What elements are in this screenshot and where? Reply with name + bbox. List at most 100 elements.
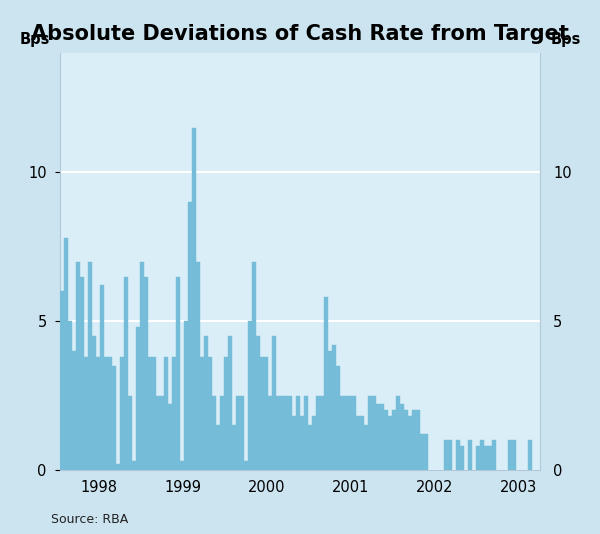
Bar: [324, 297, 328, 470]
Bar: [133, 461, 136, 470]
Bar: [248, 321, 252, 470]
Bar: [252, 262, 256, 470]
Bar: [396, 396, 400, 470]
Bar: [296, 396, 300, 470]
Bar: [392, 411, 396, 470]
Bar: [352, 396, 356, 470]
Bar: [244, 461, 248, 470]
Bar: [196, 262, 200, 470]
Bar: [260, 357, 264, 470]
Bar: [448, 440, 452, 470]
Bar: [340, 396, 344, 470]
Bar: [112, 366, 116, 470]
Bar: [288, 396, 292, 470]
Bar: [512, 440, 515, 470]
Bar: [172, 357, 176, 470]
Bar: [68, 321, 72, 470]
Bar: [420, 434, 424, 470]
Bar: [200, 357, 204, 470]
Bar: [208, 357, 212, 470]
Bar: [300, 417, 304, 470]
Bar: [176, 277, 180, 470]
Bar: [160, 396, 164, 470]
Bar: [88, 262, 92, 470]
Bar: [204, 336, 208, 470]
Bar: [460, 446, 464, 470]
Bar: [404, 411, 408, 470]
Bar: [456, 440, 460, 470]
Bar: [344, 396, 348, 470]
Bar: [240, 396, 244, 470]
Bar: [384, 411, 388, 470]
Bar: [220, 396, 224, 470]
Bar: [276, 396, 280, 470]
Bar: [216, 425, 220, 470]
Bar: [61, 292, 64, 470]
Bar: [124, 277, 128, 470]
Bar: [148, 357, 152, 470]
Bar: [308, 425, 312, 470]
Bar: [116, 464, 120, 470]
Bar: [312, 417, 316, 470]
Bar: [184, 321, 188, 470]
Title: Absolute Deviations of Cash Rate from Target: Absolute Deviations of Cash Rate from Ta…: [31, 23, 569, 43]
Bar: [380, 404, 384, 470]
Bar: [424, 434, 428, 470]
Bar: [264, 357, 268, 470]
Bar: [368, 396, 372, 470]
Bar: [92, 336, 96, 470]
Bar: [188, 202, 192, 470]
Bar: [468, 440, 472, 470]
Bar: [272, 336, 276, 470]
Bar: [164, 357, 168, 470]
Bar: [85, 357, 88, 470]
Bar: [320, 396, 324, 470]
Bar: [336, 366, 340, 470]
Bar: [480, 440, 484, 470]
Bar: [400, 404, 404, 470]
Bar: [292, 417, 296, 470]
Bar: [304, 396, 308, 470]
Bar: [284, 396, 288, 470]
Bar: [97, 357, 100, 470]
Bar: [508, 440, 512, 470]
Bar: [256, 336, 260, 470]
Bar: [73, 351, 76, 470]
Bar: [232, 425, 236, 470]
Bar: [64, 238, 68, 470]
Bar: [180, 461, 184, 470]
Bar: [128, 396, 132, 470]
Bar: [280, 396, 284, 470]
Bar: [76, 262, 80, 470]
Bar: [80, 277, 84, 470]
Bar: [268, 396, 272, 470]
Bar: [168, 404, 172, 470]
Bar: [348, 396, 352, 470]
Bar: [476, 446, 479, 470]
Bar: [376, 404, 380, 470]
Text: Bps: Bps: [550, 32, 581, 47]
Bar: [100, 286, 104, 470]
Bar: [364, 425, 368, 470]
Bar: [236, 396, 240, 470]
Bar: [140, 262, 144, 470]
Text: Bps: Bps: [19, 32, 50, 47]
Bar: [212, 396, 216, 470]
Bar: [416, 411, 420, 470]
Bar: [360, 417, 364, 470]
Bar: [316, 396, 320, 470]
Bar: [136, 327, 140, 470]
Bar: [488, 446, 491, 470]
Bar: [109, 357, 112, 470]
Bar: [104, 357, 108, 470]
Bar: [228, 336, 232, 470]
Bar: [157, 396, 160, 470]
Bar: [192, 128, 196, 470]
Bar: [145, 277, 148, 470]
Bar: [328, 351, 332, 470]
Bar: [121, 357, 124, 470]
Bar: [412, 411, 416, 470]
Text: Source: RBA: Source: RBA: [51, 513, 128, 526]
Bar: [408, 417, 412, 470]
Bar: [372, 396, 376, 470]
